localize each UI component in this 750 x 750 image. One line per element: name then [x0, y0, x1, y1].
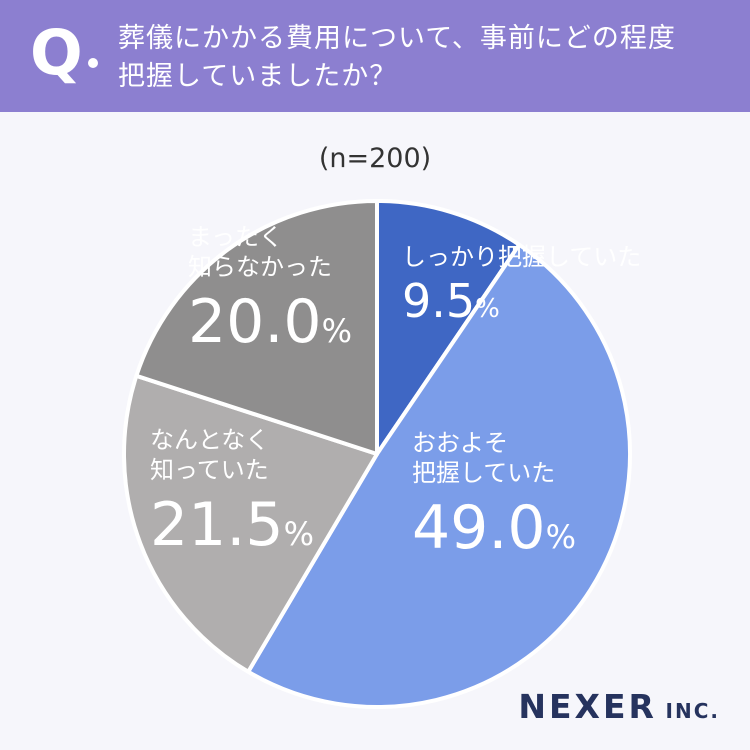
slice-label-firmly-grasped: しっかり把握していた 9.5%: [402, 242, 641, 324]
question-text: 葬儀にかかる費用について、事前にどの程度 把握していましたか？: [118, 20, 728, 96]
q-mark: Q: [30, 16, 83, 89]
logo-suffix: INC.: [665, 699, 720, 723]
q-dot: [88, 58, 98, 68]
slice-label-text: しっかり把握していた: [402, 243, 642, 271]
logo-main: NEXER: [518, 687, 657, 726]
slice-value: 9.5%: [402, 274, 500, 328]
slice-label-did-not-know: まったく 知らなかった 20.0%: [188, 222, 352, 352]
sample-size: (n=200): [318, 143, 432, 174]
slice-value: 49.0%: [412, 493, 576, 563]
slice-label-text: 把握していた: [412, 459, 556, 487]
slice-label-text: 知らなかった: [188, 253, 332, 281]
header-banner: Q 葬儀にかかる費用について、事前にどの程度 把握していましたか？: [0, 0, 750, 112]
question-line-1: 葬儀にかかる費用について、事前にどの程度: [118, 23, 676, 54]
pie-slice-vaguely-knew: [122, 373, 379, 674]
pie-slice-did-not-know: [134, 199, 379, 456]
question-line-2: 把握していましたか？: [118, 61, 398, 92]
slice-label-roughly-grasped: おおよそ 把握していた 49.0%: [412, 428, 576, 558]
slice-label-text: 知っていた: [150, 456, 269, 484]
nexer-logo: NEXER INC.: [518, 687, 720, 726]
pie-slice-roughly-grasped: [246, 242, 632, 709]
slice-label-text: まったく: [188, 223, 284, 251]
slice-value: 21.5%: [150, 490, 314, 560]
slice-label-text: おおよそ: [412, 429, 508, 457]
slice-label-vaguely-knew: なんとなく 知っていた 21.5%: [150, 425, 314, 555]
pie-slice-firmly-grasped: [375, 199, 522, 456]
slice-value: 20.0%: [188, 287, 352, 357]
slice-label-text: なんとなく: [150, 426, 270, 454]
